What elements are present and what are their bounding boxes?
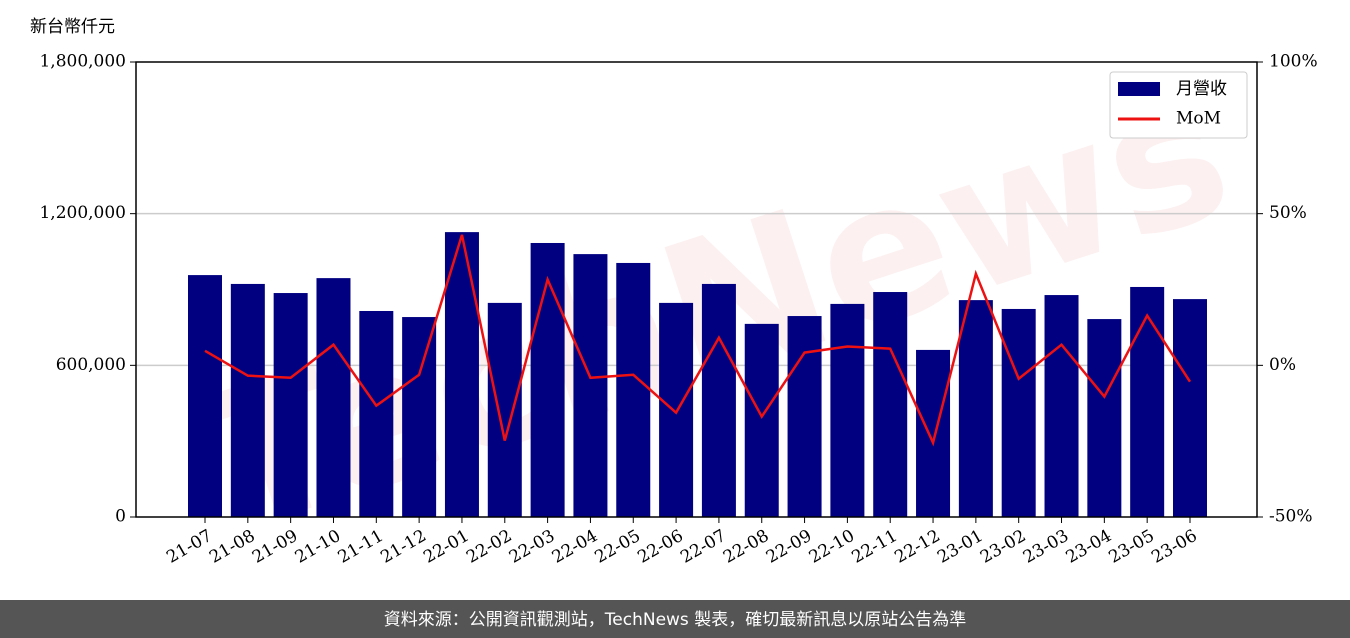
x-tick-label: 21-07 [163, 526, 215, 568]
footer: 資料來源：公開資訊觀測站，TechNews 製表，確切最新訊息以原站公告為準 [384, 610, 966, 630]
y-tick-label: 0 [115, 507, 126, 527]
bar [659, 302, 694, 517]
bar [787, 316, 822, 517]
x-tick-label: 22-04 [549, 526, 601, 568]
x-tick-label: 22-07 [677, 526, 729, 568]
y2-tick-label: 100% [1269, 52, 1318, 72]
bar [188, 275, 222, 517]
x-tick-label: 22-10 [806, 526, 858, 568]
x-tick-label: 23-04 [1063, 526, 1115, 568]
bar [573, 254, 608, 517]
bar [701, 283, 736, 517]
x-tick-label: 22-08 [720, 526, 772, 568]
x-tick-label: 23-03 [1020, 526, 1072, 568]
bar [402, 317, 437, 517]
x-tick-label: 23-06 [1148, 526, 1200, 568]
bar [487, 302, 522, 517]
y2-tick-label: 50% [1269, 203, 1307, 223]
x-tick-label: 22-06 [634, 526, 686, 568]
bar [616, 262, 651, 517]
x-tick-label: 23-01 [934, 526, 986, 568]
legend-swatch [1118, 82, 1160, 96]
bar [530, 242, 565, 517]
x-tick-label: 23-05 [1105, 526, 1157, 568]
x-tick-label: 22-11 [849, 526, 901, 568]
x-tick-label: 22-01 [420, 526, 472, 568]
y-tick-label: 1,200,000 [39, 203, 126, 223]
y2-tick-label: 0% [1269, 355, 1296, 375]
y-axis-label: 新台幣仟元 [30, 17, 115, 37]
x-tick-label: 22-12 [891, 526, 943, 568]
bar [830, 303, 865, 517]
bar [744, 323, 779, 517]
x-tick-label: 22-02 [463, 526, 515, 568]
x-tick-label: 21-12 [377, 526, 429, 568]
line [204, 234, 1192, 447]
legend-label: MoM [1176, 109, 1221, 129]
bar [444, 232, 479, 517]
bar [273, 293, 308, 517]
x-tick-label: 22-09 [763, 526, 815, 568]
bar [359, 310, 394, 517]
legend-label: 月營收 [1176, 79, 1227, 99]
plot-frame [135, 61, 1258, 518]
bar [316, 278, 351, 517]
y-tick-label: 1,800,000 [39, 52, 126, 72]
bar [958, 300, 993, 517]
bar [1087, 319, 1122, 517]
x-tick-label: 22-05 [592, 526, 644, 568]
bar [916, 349, 951, 517]
bar [230, 283, 265, 517]
footer-bar [0, 600, 1350, 638]
bar [1044, 295, 1079, 517]
y2-tick-label: -50% [1269, 507, 1313, 527]
x-tick-label: 23-02 [977, 526, 1029, 568]
bar [1130, 286, 1165, 517]
bar [1173, 299, 1207, 517]
bar [1001, 308, 1036, 517]
y-tick-label: 600,000 [56, 355, 126, 375]
x-tick-label: 22-03 [506, 526, 558, 568]
bar [873, 292, 908, 517]
